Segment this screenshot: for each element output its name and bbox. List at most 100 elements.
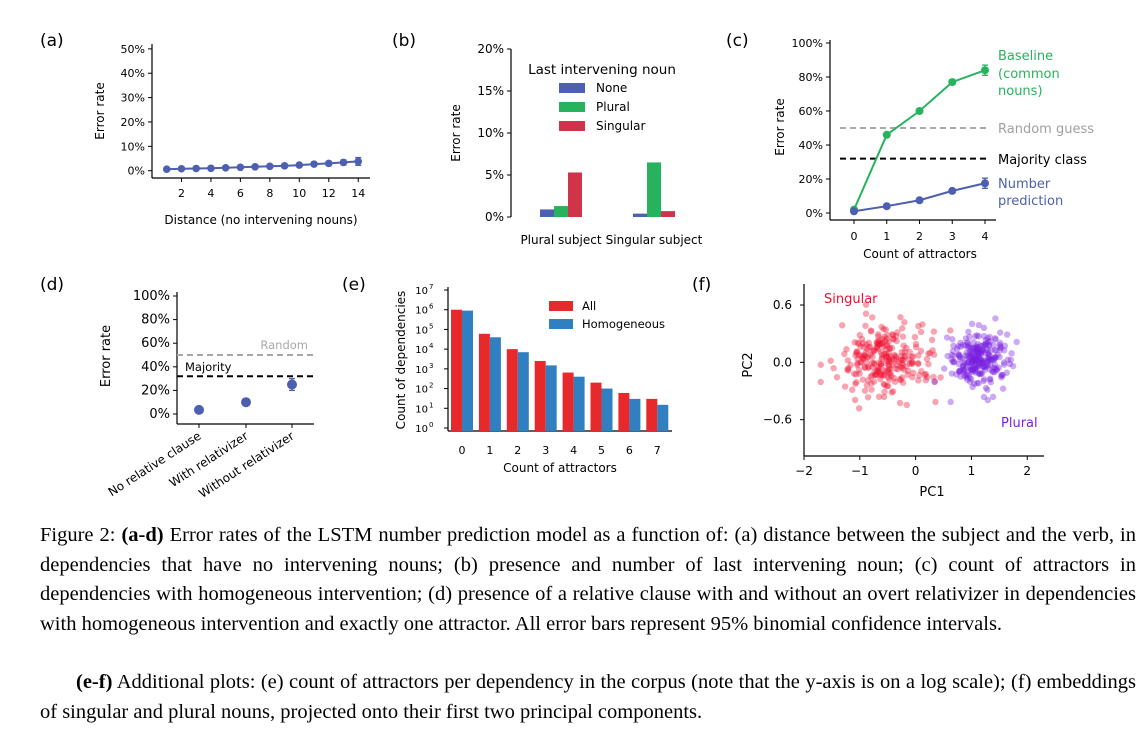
data-point xyxy=(873,344,881,351)
data-point xyxy=(974,362,981,369)
data-point xyxy=(207,164,215,173)
data-point xyxy=(853,361,861,369)
data-point xyxy=(959,355,966,362)
data-point xyxy=(177,164,186,173)
data-point xyxy=(889,331,897,339)
data-point xyxy=(974,351,981,358)
data-point xyxy=(986,356,993,363)
data-point xyxy=(882,368,889,375)
data-point xyxy=(963,374,970,381)
data-point xyxy=(968,356,975,363)
data-point xyxy=(909,374,916,381)
data-point xyxy=(885,366,893,373)
data-point xyxy=(997,344,1004,351)
data-point xyxy=(339,158,348,167)
data-point xyxy=(862,322,869,330)
data-point xyxy=(932,398,939,406)
data-point xyxy=(875,393,883,400)
data-point xyxy=(1013,338,1020,346)
data-point xyxy=(930,328,938,335)
y-tick-label: 0% xyxy=(485,210,504,224)
y-tick-label: 10 xyxy=(415,345,428,356)
panel-label-f: (f) xyxy=(692,275,711,295)
bar xyxy=(657,404,669,431)
x-tick-label: 6 xyxy=(626,444,633,457)
data-point xyxy=(972,365,979,372)
panel-label-e: (e) xyxy=(342,275,366,295)
series-label: prediction xyxy=(998,194,1063,209)
data-point xyxy=(886,345,893,353)
data-point xyxy=(923,355,931,363)
data-point xyxy=(865,364,872,372)
data-point xyxy=(974,380,981,387)
y-tick-label: 10 xyxy=(415,286,428,297)
data-point xyxy=(973,364,980,372)
data-point xyxy=(979,342,987,350)
data-point xyxy=(968,359,976,366)
panel-f: (f) −0.6 0.0 0.6 −2 −1 0 1 2 PC1 PC2 Singular Plura… xyxy=(692,275,1044,500)
data-point xyxy=(898,353,905,360)
data-point xyxy=(937,374,944,381)
legend-label: None xyxy=(596,81,627,95)
data-point xyxy=(971,356,978,364)
data-point xyxy=(887,365,894,372)
data-point xyxy=(975,333,982,340)
data-point xyxy=(884,357,891,365)
data-point xyxy=(859,354,866,361)
data-point xyxy=(973,332,981,339)
data-point xyxy=(967,350,975,358)
data-point xyxy=(324,159,333,168)
data-point xyxy=(865,344,873,351)
data-point xyxy=(971,361,979,369)
data-point xyxy=(863,354,871,361)
data-point xyxy=(872,371,879,379)
data-point xyxy=(895,358,902,365)
bar xyxy=(462,310,473,431)
data-point xyxy=(972,357,980,364)
x-tick-label: 0 xyxy=(459,444,466,457)
series-label: Baseline xyxy=(998,49,1053,64)
data-point xyxy=(890,374,898,382)
data-point xyxy=(852,380,859,387)
reference-line-label: Majority class xyxy=(998,153,1087,168)
bar xyxy=(661,211,675,217)
data-point xyxy=(975,363,982,370)
data-point xyxy=(980,377,987,385)
data-point xyxy=(876,340,884,348)
data-point xyxy=(980,376,988,383)
data-point xyxy=(1003,369,1010,376)
data-point xyxy=(850,370,858,377)
data-point xyxy=(830,365,837,372)
figure-caption-main: Figure 2: (a-d) Error rates of the LSTM … xyxy=(40,521,1136,639)
data-point xyxy=(817,378,824,386)
data-point xyxy=(978,357,985,365)
data-point xyxy=(880,393,888,401)
data-point xyxy=(898,348,906,356)
data-point xyxy=(962,335,970,342)
data-point xyxy=(903,401,910,409)
data-point xyxy=(892,352,900,360)
legend-label: Plural xyxy=(596,100,630,114)
data-point xyxy=(859,376,867,383)
data-point xyxy=(915,196,924,205)
data-point xyxy=(980,363,987,370)
data-point xyxy=(972,333,979,340)
data-point xyxy=(987,379,994,386)
data-point xyxy=(960,366,967,373)
data-point xyxy=(882,202,891,211)
data-point xyxy=(961,367,968,375)
data-point xyxy=(979,359,986,367)
data-point xyxy=(827,357,834,364)
data-point xyxy=(986,357,993,364)
data-point xyxy=(855,366,862,374)
data-point xyxy=(885,338,892,346)
data-point xyxy=(972,367,979,375)
data-point xyxy=(953,345,961,352)
data-point xyxy=(966,367,973,375)
data-point xyxy=(880,325,887,333)
data-point xyxy=(886,344,893,352)
data-point xyxy=(904,367,912,375)
data-point xyxy=(873,340,881,347)
data-point xyxy=(971,355,979,362)
